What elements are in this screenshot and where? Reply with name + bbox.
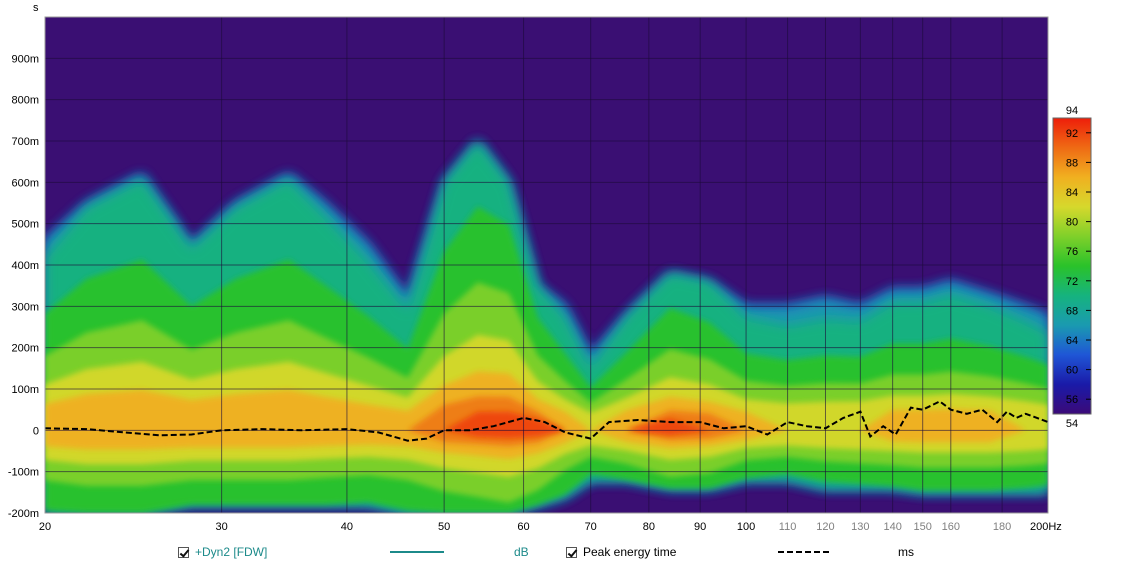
colorbar-tick-label: 88 <box>1066 157 1078 169</box>
peak-energy-time-line <box>45 400 1048 442</box>
y-tick-label: -200m <box>8 508 39 520</box>
heat-contour-92 <box>45 411 1048 439</box>
x-tick-label: 130 <box>851 521 869 533</box>
x-tick-label: 180 <box>993 521 1011 533</box>
y-tick-label: 400m <box>11 260 39 272</box>
colorbar-tick-label: 54 <box>1066 418 1078 430</box>
colorbar-tick-label: 72 <box>1066 276 1078 288</box>
y-tick-label: 500m <box>11 219 39 231</box>
dashed-line-swatch <box>778 551 832 553</box>
colorbar-tick-label: 60 <box>1066 365 1078 377</box>
checkbox-peak-energy[interactable] <box>566 546 577 558</box>
colorbar-gradient <box>1052 117 1092 415</box>
x-tick-label: 160 <box>942 521 960 533</box>
colorbar-tick-label: 56 <box>1066 394 1078 406</box>
teal-line-swatch <box>390 551 444 553</box>
x-tick-label: 60 <box>517 521 529 533</box>
colorbar-tick-label: 80 <box>1066 217 1078 229</box>
y-tick-label: 900m <box>11 53 39 65</box>
x-tick-label: 80 <box>643 521 655 533</box>
legend-unit-db: dB <box>514 545 529 559</box>
plot-frame <box>44 16 1049 514</box>
legend-unit-ms: ms <box>898 545 914 559</box>
x-tick-label: 100 <box>737 521 755 533</box>
colorbar-tick-label: 68 <box>1066 305 1078 317</box>
x-tick-label: 70 <box>585 521 597 533</box>
x-tick-label: 90 <box>694 521 706 533</box>
y-unit-label: s <box>33 2 39 14</box>
heatmap-layer <box>45 141 1048 513</box>
colorbar-tick-label: 76 <box>1066 246 1078 258</box>
legend-swatch-dyn2 <box>390 543 444 561</box>
colorbar-tick-label: 64 <box>1066 335 1078 347</box>
x-tick-label: 150 <box>914 521 932 533</box>
x-tick-label: 200Hz <box>1030 521 1062 533</box>
legend-label-peak: Peak energy time <box>583 545 677 559</box>
y-tick-label: -100m <box>8 467 39 479</box>
x-tick-label: 20 <box>39 521 51 533</box>
colorbar: 94 92 88 84 80 76 72 68 64 60 56 54 <box>1052 105 1092 430</box>
heat-contour-89 <box>45 396 1048 447</box>
x-tick-label: 110 <box>779 521 797 533</box>
y-tick-label: 0 <box>33 425 39 437</box>
x-axis: 20 30 40 50 60 70 80 90 100 110 120 130 140 150 160 180… <box>39 521 1062 533</box>
legend-swatch-peak <box>778 543 832 561</box>
colorbar-tick-label: 94 <box>1066 105 1078 117</box>
legend-label-dyn2: +Dyn2 [FDW] <box>195 545 268 559</box>
x-tick-label: 120 <box>816 521 834 533</box>
y-tick-label: 600m <box>11 177 39 189</box>
x-tick-label: 50 <box>438 521 450 533</box>
legend-item-peak[interactable]: Peak energy time <box>566 543 676 561</box>
x-tick-label: 140 <box>883 521 901 533</box>
y-axis: 900m 800m 700m 600m 500m 400m 300m 200m 100m 0 -10… <box>8 53 39 520</box>
colorbar-tick-label: 92 <box>1066 128 1078 140</box>
x-tick-label: 40 <box>341 521 353 533</box>
y-tick-label: 200m <box>11 343 39 355</box>
colorbar-tick-label: 84 <box>1066 187 1078 199</box>
y-tick-label: 800m <box>11 95 39 107</box>
checkbox-dyn2[interactable] <box>178 546 189 558</box>
legend-item-dyn2[interactable]: +Dyn2 [FDW] <box>178 543 267 561</box>
peak-line-layer <box>45 400 1048 442</box>
y-tick-label: 700m <box>11 136 39 148</box>
y-tick-label: 300m <box>11 301 39 313</box>
x-tick-label: 30 <box>215 521 227 533</box>
heat-contour-86 <box>45 371 1048 459</box>
y-tick-label: 100m <box>11 384 39 396</box>
